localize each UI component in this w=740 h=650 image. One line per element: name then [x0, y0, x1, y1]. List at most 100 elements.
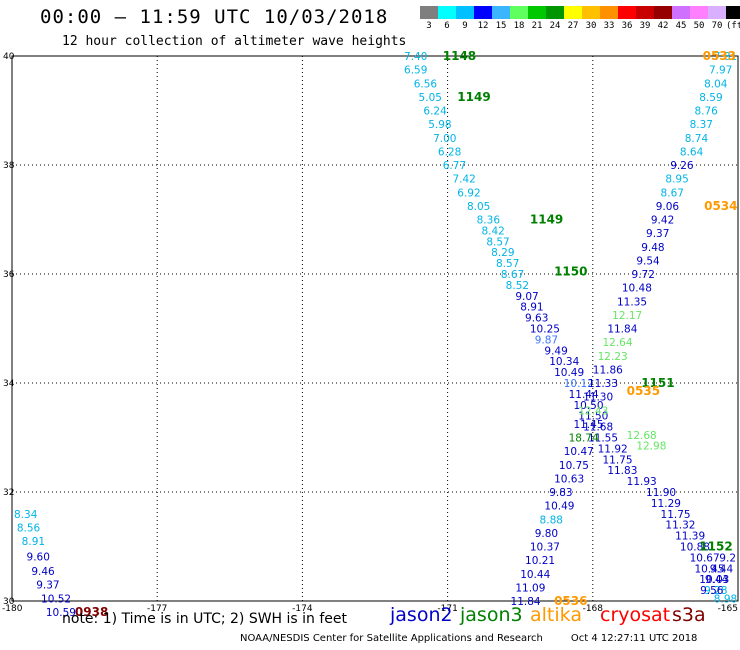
legend-item-jason2: jason2 — [390, 604, 453, 626]
wave-height-label: 11.93 — [627, 476, 657, 488]
colorbar-label: 50 — [693, 21, 705, 31]
pass-time-label: 0534 — [704, 199, 737, 213]
colorbar-swatch — [528, 6, 546, 19]
wave-height-label: 9.72 — [632, 269, 655, 281]
colorbar-label: 24 — [549, 21, 561, 31]
wave-height-label: 9.46 — [31, 566, 55, 578]
colorbar-swatch — [564, 6, 582, 19]
wave-height-label: 11.86 — [593, 364, 623, 376]
wave-height-label: 9.49 — [544, 345, 567, 357]
wave-height-label: 6.59 — [404, 65, 427, 77]
wave-height-label: 9.80 — [535, 528, 558, 540]
wave-height-label: 11.44 — [569, 389, 599, 401]
x-tick-label: -165 — [718, 604, 738, 614]
colorbar-swatch — [600, 6, 618, 19]
colorbar-swatch — [582, 6, 600, 19]
colorbar-swatch — [690, 6, 708, 19]
wave-height-label: 8.67 — [661, 187, 684, 199]
legend-item-altika: altika — [530, 604, 582, 626]
wave-height-label: 11.33 — [588, 378, 618, 390]
x-tick-label: -180 — [2, 604, 23, 614]
wave-height-label: 8.67 — [501, 269, 524, 281]
wave-height-label: 10.25 — [530, 324, 560, 336]
wave-height-label: 9.28 — [704, 585, 727, 597]
colorbar-swatch — [474, 6, 492, 19]
wave-height-label: 10.21 — [525, 555, 555, 567]
colorbar-swatch — [456, 6, 474, 19]
colorbar-label: 70 — [711, 21, 723, 31]
wave-height-label: 10.03 — [699, 574, 729, 586]
colorbar-label: 39 — [639, 21, 651, 31]
wave-height-label: 11.75 — [602, 454, 632, 466]
colorbar-label: 33 — [603, 21, 615, 31]
wave-height-label: 9.26 — [670, 160, 694, 172]
wave-height-label: 9.2 — [719, 552, 736, 564]
wave-height-label: 9.60 — [27, 551, 50, 563]
wave-height-label: 8.91 — [520, 302, 543, 314]
wave-height-label: 8.74 — [685, 133, 709, 145]
wave-height-label: 7.81 — [714, 51, 737, 63]
footer-org: NOAA/NESDIS Center for Satellite Applica… — [240, 633, 543, 644]
wave-height-label: 10.49 — [554, 367, 584, 379]
colorbar-label: (ft) — [726, 21, 740, 31]
wave-height-label: 11.32 — [665, 520, 695, 532]
wave-height-label: 8.36 — [477, 215, 501, 227]
legend-item-s3a: s3a — [672, 604, 706, 626]
wave-height-label: 10.45 — [694, 563, 724, 575]
wave-height-label: 11.39 — [675, 531, 705, 543]
wave-height-label: 7.97 — [709, 65, 732, 77]
wave-height-label: 9.48 — [641, 242, 664, 254]
wave-height-label: 8.59 — [699, 92, 722, 104]
wave-height-label: 9.44 — [705, 574, 729, 586]
chart-subtitle: 12 hour collection of altimeter wave hei… — [62, 34, 407, 49]
wave-height-label: 9.54 — [636, 255, 660, 267]
colorbar-label: 45 — [675, 21, 687, 31]
wave-height-label: 12.98 — [636, 441, 666, 453]
y-tick-label: 36 — [3, 270, 15, 280]
colorbar-swatch — [546, 6, 564, 19]
pass-time-label: 0533 — [703, 49, 736, 63]
wave-height-label: 10.52 — [41, 593, 71, 605]
wave-height-label: 8.64 — [680, 146, 704, 158]
pass-time-label: 1152 — [699, 540, 732, 554]
footer: NOAA/NESDIS Center for Satellite Applica… — [240, 633, 697, 644]
wave-height-label: 8.42 — [481, 225, 504, 237]
wave-height-label: 11.35 — [617, 296, 647, 308]
wave-height-label: 10.47 — [564, 446, 594, 458]
colorbar-label: 18 — [513, 21, 525, 31]
pass-time-label: 0536 — [554, 594, 587, 608]
colorbar-swatch — [618, 6, 636, 19]
wave-height-label: 8.05 — [467, 201, 490, 213]
colorbar-swatch — [726, 6, 740, 19]
wave-height-label: 11.84 — [511, 596, 541, 608]
wave-height-label: 11.30 — [583, 392, 613, 404]
x-tick-label: -168 — [583, 604, 604, 614]
wave-height-label: 9.07 — [515, 291, 538, 303]
wave-height-label: 8.57 — [496, 258, 519, 270]
legend-item-cryosat: cryosat — [600, 604, 671, 626]
colorbar-label: 12 — [477, 21, 489, 31]
footer-timestamp: Oct 4 12:27:11 UTC 2018 — [570, 633, 698, 644]
wave-height-label: 8.29 — [491, 247, 514, 259]
wave-height-label: 8.04 — [704, 78, 728, 90]
y-tick-label: 34 — [3, 379, 15, 389]
colorbar-label: 6 — [444, 21, 450, 31]
wave-height-label: 9.06 — [656, 201, 680, 213]
wave-height-label: 8.52 — [506, 280, 529, 292]
wave-height-label: 11.92 — [598, 443, 628, 455]
wave-height-label: 10.44 — [520, 569, 550, 581]
wave-height-label: 11.29 — [651, 498, 681, 510]
wave-height-label: 6.28 — [438, 146, 461, 158]
wave-height-label: 8.98 — [714, 593, 737, 605]
wave-height-label: 7.42 — [452, 174, 475, 186]
wave-height-label: 9.37 — [646, 228, 669, 240]
wave-height-label: 11.83 — [607, 465, 637, 477]
wave-height-label: 8.95 — [665, 174, 688, 186]
wave-height-label: 12.17 — [612, 310, 642, 322]
wave-height-label: 11.45 — [573, 419, 603, 431]
colorbar-label: 27 — [567, 21, 579, 31]
colorbar-swatch — [654, 6, 672, 19]
y-tick-label: 38 — [3, 161, 15, 171]
pass-time-label: 1148 — [443, 49, 476, 63]
